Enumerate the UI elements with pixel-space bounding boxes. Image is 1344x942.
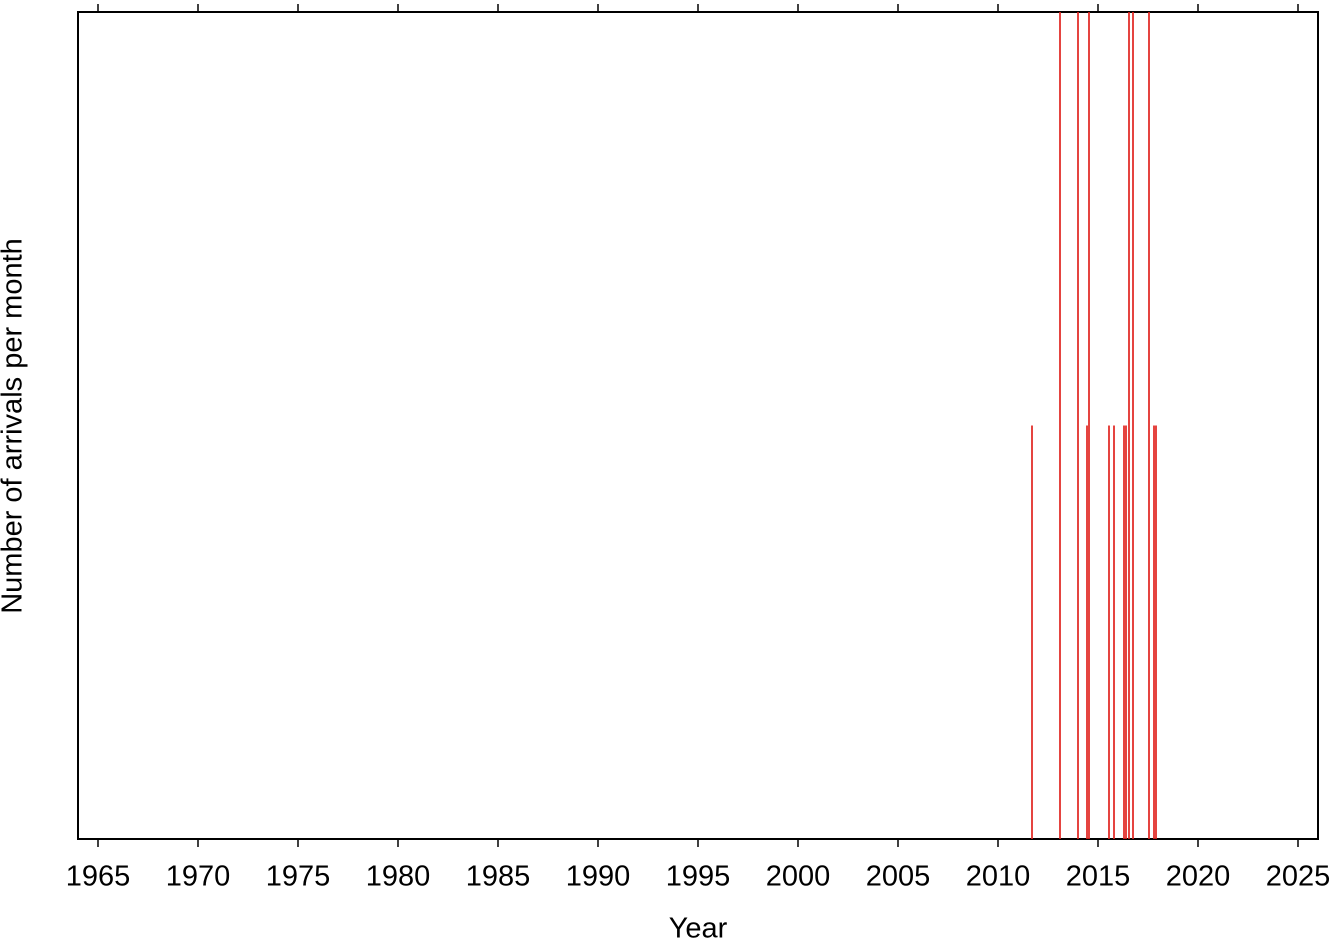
plot-frame	[77, 11, 1319, 840]
x-tick-label: 2000	[766, 861, 831, 893]
bar	[1059, 12, 1061, 839]
x-tick-label: 2010	[966, 861, 1031, 893]
x-tick-label: 1995	[666, 861, 731, 893]
x-tick-label: 2020	[1166, 861, 1231, 893]
y-axis-label: Number of arrivals per month	[0, 238, 29, 614]
bar	[1132, 12, 1134, 839]
bar	[1108, 425, 1110, 839]
x-tick-label: 1965	[66, 861, 131, 893]
bar	[1128, 12, 1130, 839]
x-axis-label: Year	[669, 913, 728, 942]
bar	[1148, 12, 1150, 839]
bar	[1088, 12, 1090, 839]
bar	[1077, 12, 1079, 839]
x-tick-label: 2015	[1066, 861, 1131, 893]
x-tick-label: 1980	[366, 861, 431, 893]
bar	[1086, 425, 1088, 839]
bar	[1031, 425, 1033, 839]
x-tick-label: 1985	[466, 861, 531, 893]
bar	[1123, 425, 1125, 839]
x-tick-label: 1990	[566, 861, 631, 893]
x-tick-label: 2025	[1266, 861, 1331, 893]
x-tick-label: 1970	[166, 861, 231, 893]
x-tick-label: 1975	[266, 861, 331, 893]
bar	[1153, 425, 1155, 839]
bar	[1113, 425, 1115, 839]
x-tick-label: 2005	[866, 861, 931, 893]
bar	[1125, 425, 1127, 839]
bar	[1155, 425, 1157, 839]
